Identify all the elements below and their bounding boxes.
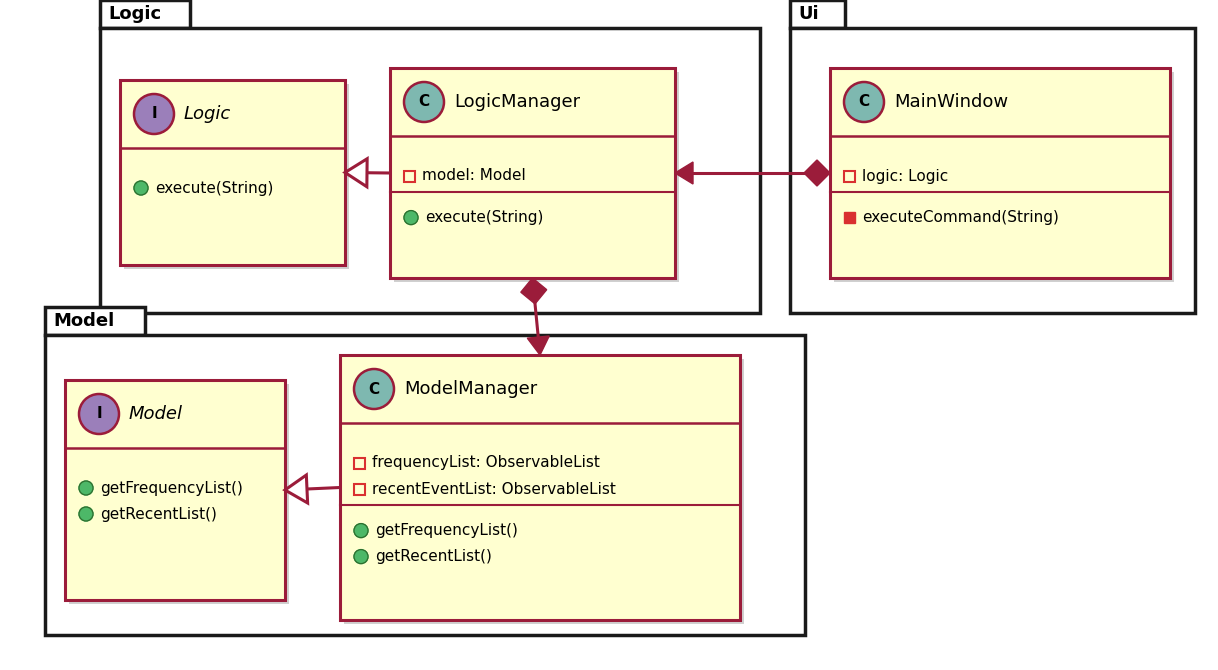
- Circle shape: [404, 210, 418, 224]
- Circle shape: [79, 507, 93, 521]
- Bar: [790, 28, 1195, 313]
- Text: I: I: [96, 407, 102, 421]
- Text: getRecentList(): getRecentList(): [375, 549, 492, 564]
- Polygon shape: [675, 162, 693, 184]
- Bar: [121, 80, 345, 265]
- Text: execute(String): execute(String): [155, 180, 273, 196]
- Bar: [844, 170, 855, 182]
- Bar: [343, 359, 744, 624]
- Polygon shape: [804, 160, 829, 186]
- Text: recentEventList: ObservableList: recentEventList: ObservableList: [371, 482, 616, 496]
- Bar: [45, 307, 145, 335]
- Text: Logic: Logic: [108, 5, 161, 23]
- Bar: [69, 384, 289, 604]
- Polygon shape: [527, 336, 549, 355]
- Circle shape: [134, 181, 149, 195]
- Bar: [393, 72, 678, 282]
- Text: LogicManager: LogicManager: [454, 93, 580, 111]
- Bar: [100, 28, 760, 313]
- Circle shape: [354, 369, 393, 409]
- Text: MainWindow: MainWindow: [894, 93, 1009, 111]
- Text: getRecentList(): getRecentList(): [100, 507, 217, 521]
- Bar: [390, 68, 675, 278]
- Bar: [354, 484, 365, 494]
- Text: getFrequencyList(): getFrequencyList(): [100, 480, 242, 496]
- Bar: [100, 0, 190, 28]
- Bar: [790, 0, 845, 28]
- Bar: [829, 68, 1170, 278]
- Circle shape: [404, 82, 445, 122]
- Circle shape: [134, 94, 174, 134]
- Bar: [834, 72, 1174, 282]
- Text: Model: Model: [129, 405, 183, 423]
- Text: getFrequencyList(): getFrequencyList(): [375, 523, 518, 538]
- Text: execute(String): execute(String): [425, 210, 543, 225]
- Circle shape: [79, 394, 119, 434]
- Bar: [124, 84, 350, 269]
- Bar: [844, 212, 855, 223]
- Text: frequencyList: ObservableList: frequencyList: ObservableList: [371, 456, 600, 470]
- Circle shape: [354, 523, 368, 537]
- Circle shape: [844, 82, 884, 122]
- Text: C: C: [859, 94, 870, 109]
- Circle shape: [354, 549, 368, 563]
- Text: I: I: [151, 107, 157, 121]
- Text: model: Model: model: Model: [421, 168, 526, 184]
- Bar: [45, 335, 805, 635]
- Text: C: C: [368, 381, 380, 397]
- Text: executeCommand(String): executeCommand(String): [862, 210, 1058, 225]
- Text: ModelManager: ModelManager: [404, 380, 537, 398]
- Bar: [354, 458, 365, 468]
- Text: logic: Logic: logic: Logic: [862, 168, 949, 184]
- Text: C: C: [419, 94, 430, 109]
- Polygon shape: [345, 159, 367, 187]
- Polygon shape: [285, 475, 308, 503]
- Bar: [65, 380, 285, 600]
- Text: Logic: Logic: [184, 105, 231, 123]
- Bar: [404, 170, 415, 182]
- Circle shape: [79, 481, 93, 495]
- Text: Model: Model: [54, 312, 114, 330]
- Text: Ui: Ui: [798, 5, 818, 23]
- Polygon shape: [521, 278, 547, 304]
- Bar: [340, 355, 741, 620]
